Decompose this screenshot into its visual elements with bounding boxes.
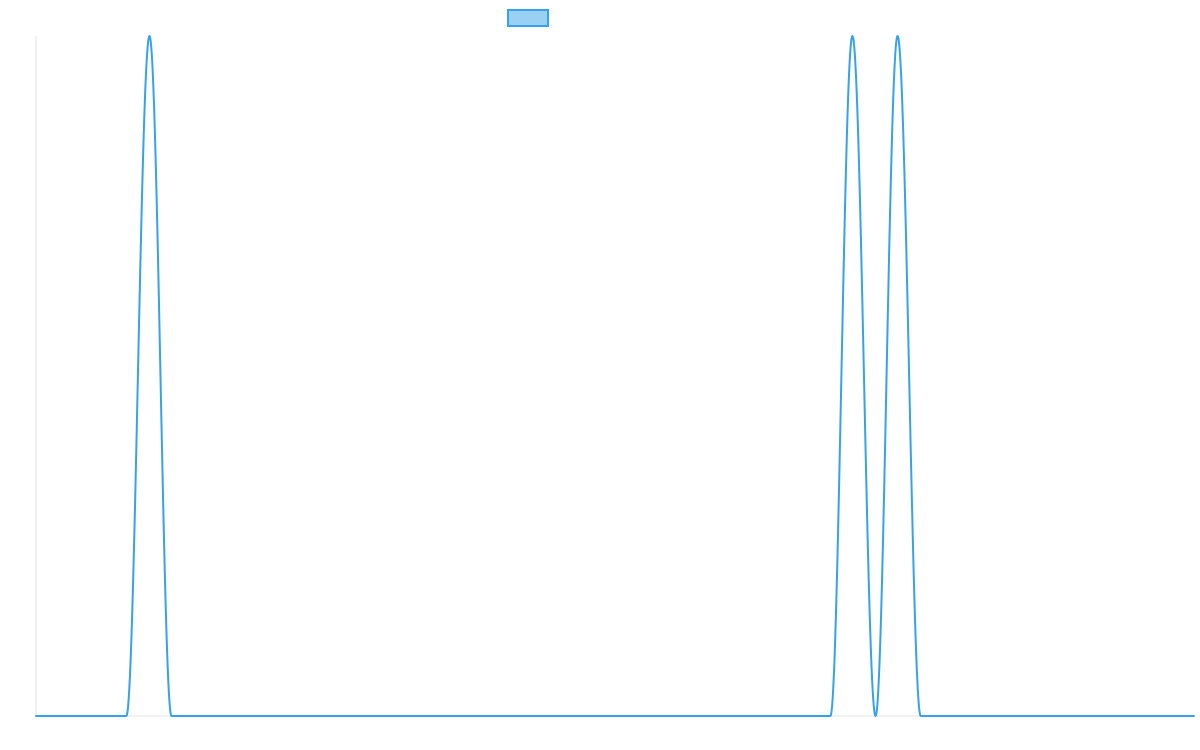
series-layer (35, 35, 1195, 717)
legend[interactable] (507, 9, 549, 27)
legend-swatch[interactable] (507, 9, 549, 27)
series-line-0 (35, 35, 1195, 717)
axes (35, 36, 1194, 717)
